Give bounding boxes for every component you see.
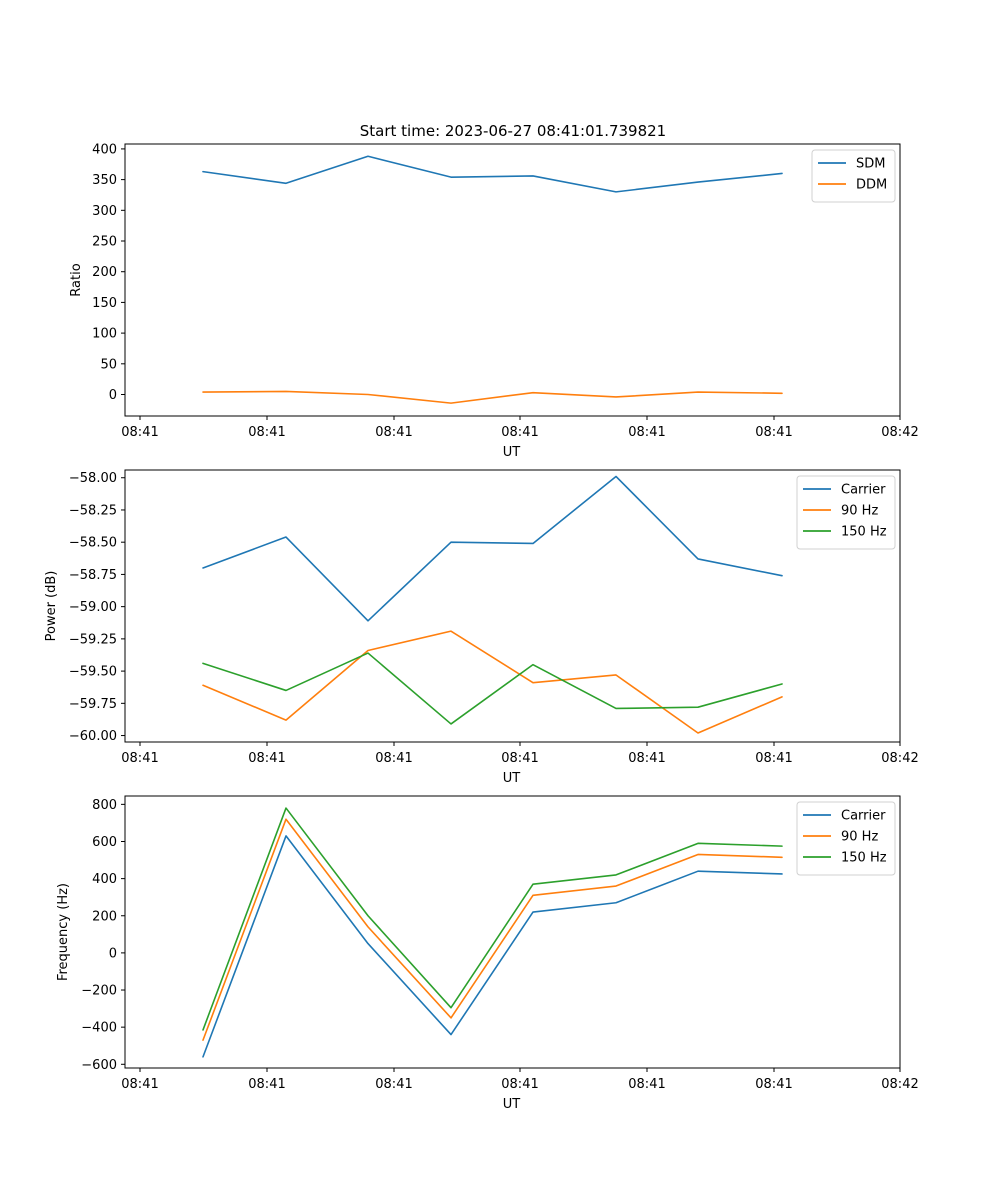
x-tick-label: 08:42: [881, 425, 918, 440]
y-tick-label: 0: [109, 388, 117, 403]
x-tick-label: 08:41: [248, 751, 285, 766]
y-tick-label: −200: [81, 984, 117, 999]
x-tick-label: 08:41: [375, 1077, 412, 1092]
y-tick-label: −59.50: [69, 665, 117, 680]
y-tick-label: 250: [92, 235, 117, 250]
plot-frame: [124, 469, 901, 743]
legend: SDM DDM: [811, 149, 896, 203]
legend-label: Carrier: [841, 809, 886, 824]
y-axis-label: Power (dB): [44, 571, 59, 642]
legend-label: DDM: [856, 178, 887, 193]
y-tick-label: 50: [100, 357, 117, 372]
subplots: 08:41 08:41 08:41 08:41 08:41 08:41 08:42 0 50 10…: [44, 142, 919, 1112]
x-tick-label: 08:42: [881, 751, 918, 766]
y-tick-label: 400: [92, 142, 117, 157]
series-line-150-hz: [202, 652, 783, 725]
x-tick-label: 08:41: [248, 1077, 285, 1092]
legend-label: 90 Hz: [841, 504, 878, 519]
y-tick-label: 150: [92, 296, 117, 311]
x-tick-label: 08:41: [628, 751, 665, 766]
x-tick-label: 08:41: [501, 1077, 538, 1092]
y-tick-label: 200: [92, 265, 117, 280]
y-tick-label: −60.00: [69, 729, 117, 744]
y-tick-label: −59.75: [69, 697, 117, 712]
x-tick-label: 08:41: [248, 425, 285, 440]
x-tick-label: 08:41: [375, 425, 412, 440]
plot-frame: [124, 795, 901, 1069]
y-tick-label: −59.00: [69, 600, 117, 615]
y-tick-label: −400: [81, 1021, 117, 1036]
x-tick-label: 08:41: [628, 1077, 665, 1092]
y-tick-label: −58.00: [69, 471, 117, 486]
legend: Carrier 90 Hz 150 Hz: [796, 801, 896, 876]
series-line-90-hz: [202, 630, 783, 734]
x-tick-label: 08:41: [755, 751, 792, 766]
x-tick-label: 08:41: [628, 425, 665, 440]
chart-title: Start time: 2023-06-27 08:41:01.739821: [360, 122, 666, 140]
x-axis-label: UT: [503, 771, 521, 786]
x-tick-label: 08:41: [121, 1077, 158, 1092]
y-tick-label: 800: [92, 798, 117, 813]
series-line-150-hz: [202, 807, 783, 1031]
x-axis-label: UT: [503, 1097, 521, 1112]
series-line-carrier: [202, 475, 783, 622]
y-tick-label: −59.25: [69, 632, 117, 647]
x-tick-label: 08:41: [501, 425, 538, 440]
legend-label: 150 Hz: [841, 525, 887, 540]
x-tick-label: 08:42: [881, 1077, 918, 1092]
y-tick-label: −58.75: [69, 568, 117, 583]
y-tick-label: −600: [81, 1058, 117, 1073]
legend-label: 90 Hz: [841, 830, 878, 845]
subplot-2: 08:41 08:41 08:41 08:41 08:41 08:41 08:42 −60.0…: [44, 469, 919, 786]
y-tick-label: 300: [92, 204, 117, 219]
y-axis-label: Ratio: [69, 263, 84, 296]
y-tick-label: 100: [92, 327, 117, 342]
y-tick-label: 600: [92, 835, 117, 850]
x-tick-label: 08:41: [375, 751, 412, 766]
y-tick-label: 350: [92, 173, 117, 188]
legend: Carrier 90 Hz 150 Hz: [796, 475, 896, 550]
x-tick-label: 08:41: [121, 751, 158, 766]
x-tick-label: 08:41: [755, 425, 792, 440]
x-axis-label: UT: [503, 445, 521, 460]
y-tick-label: 400: [92, 872, 117, 887]
y-axis-label: Frequency (Hz): [56, 883, 71, 981]
y-tick-label: 0: [109, 946, 117, 961]
legend-label: 150 Hz: [841, 851, 887, 866]
series-line-90-hz: [202, 818, 783, 1041]
x-tick-label: 08:41: [755, 1077, 792, 1092]
y-tick-label: −58.50: [69, 536, 117, 551]
series-line-carrier: [202, 835, 783, 1058]
subplot-3: 08:41 08:41 08:41 08:41 08:41 08:41 08:42 −600 −…: [56, 795, 919, 1112]
y-tick-label: −58.25: [69, 503, 117, 518]
legend-label: SDM: [856, 157, 885, 172]
plot-frame: [124, 143, 901, 417]
x-tick-label: 08:41: [501, 751, 538, 766]
x-tick-label: 08:41: [121, 425, 158, 440]
legend-label: Carrier: [841, 483, 886, 498]
series-line-sdm: [202, 155, 783, 193]
series-line-ddm: [202, 390, 783, 404]
y-tick-label: 200: [92, 909, 117, 924]
subplot-1: 08:41 08:41 08:41 08:41 08:41 08:41 08:42 0 50 10…: [69, 142, 919, 460]
